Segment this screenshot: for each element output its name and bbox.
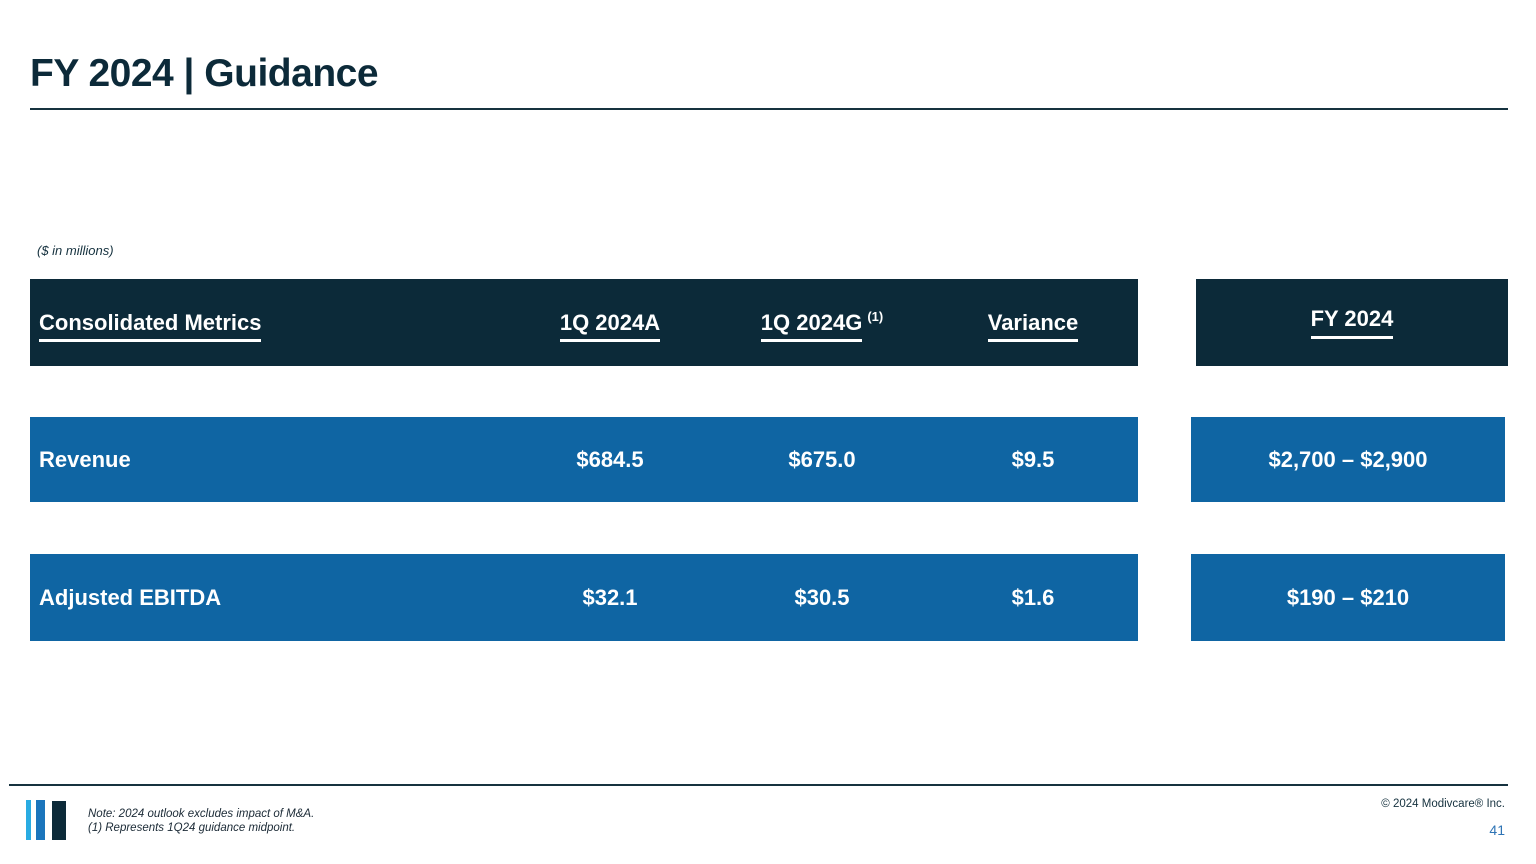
title-divider: [30, 108, 1508, 110]
table-row-adjusted-ebitda: Adjusted EBITDA $32.1 $30.5 $1.6: [30, 554, 1138, 641]
header-col-1q2024a-label: 1Q 2024A: [559, 309, 661, 342]
fy2024-header-box: FY 2024: [1196, 279, 1508, 366]
revenue-guidance-value: $675.0: [788, 446, 856, 472]
header-col-variance: Variance: [928, 309, 1138, 342]
footnotes: Note: 2024 outlook excludes impact of M&…: [88, 807, 314, 835]
revenue-fy-box: $2,700 – $2,900: [1191, 417, 1505, 502]
footer-divider: [9, 784, 1508, 786]
header-consolidated-metrics: Consolidated Metrics: [30, 309, 504, 342]
fy2024-header-label: FY 2024: [1310, 306, 1394, 339]
page-number: 41: [1489, 822, 1505, 838]
header-col-variance-label: Variance: [987, 309, 1079, 342]
table-row-revenue: Revenue $684.5 $675.0 $9.5: [30, 417, 1138, 502]
logo-bar-dark-navy: [52, 801, 66, 840]
ebitda-variance-value: $1.6: [1011, 584, 1055, 610]
header-col-1q2024a: 1Q 2024A: [504, 309, 716, 342]
ebitda-fy-value: $190 – $210: [1286, 584, 1410, 610]
logo-bar-light-blue: [26, 800, 31, 840]
revenue-variance-value: $9.5: [1011, 446, 1055, 472]
ebitda-guidance-value: $30.5: [794, 584, 850, 610]
ebitda-fy-box: $190 – $210: [1191, 554, 1505, 641]
table-header-row: Consolidated Metrics 1Q 2024A 1Q 2024G (1…: [30, 279, 1138, 366]
logo-bar-mid-blue: [36, 800, 45, 840]
page-title: FY 2024 | Guidance: [30, 52, 379, 95]
footnote-1: (1) Represents 1Q24 guidance midpoint.: [88, 822, 296, 834]
revenue-fy-value: $2,700 – $2,900: [1268, 446, 1428, 472]
copyright-text: © 2024 Modivcare® Inc.: [1381, 798, 1505, 810]
revenue-label: Revenue: [39, 446, 131, 472]
units-note: ($ in millions): [37, 243, 114, 258]
footnote-note: Note: 2024 outlook excludes impact of M&…: [88, 808, 315, 820]
header-col-1q2024g-label: 1Q 2024G: [760, 309, 863, 342]
header-col-1q2024g: 1Q 2024G (1): [716, 308, 928, 342]
ebitda-actual-value: $32.1: [582, 584, 638, 610]
header-consolidated-metrics-label: Consolidated Metrics: [39, 309, 262, 342]
ebitda-label: Adjusted EBITDA: [39, 584, 222, 610]
revenue-actual-value: $684.5: [576, 446, 644, 472]
header-col-1q2024g-footnote-marker: (1): [867, 308, 884, 324]
